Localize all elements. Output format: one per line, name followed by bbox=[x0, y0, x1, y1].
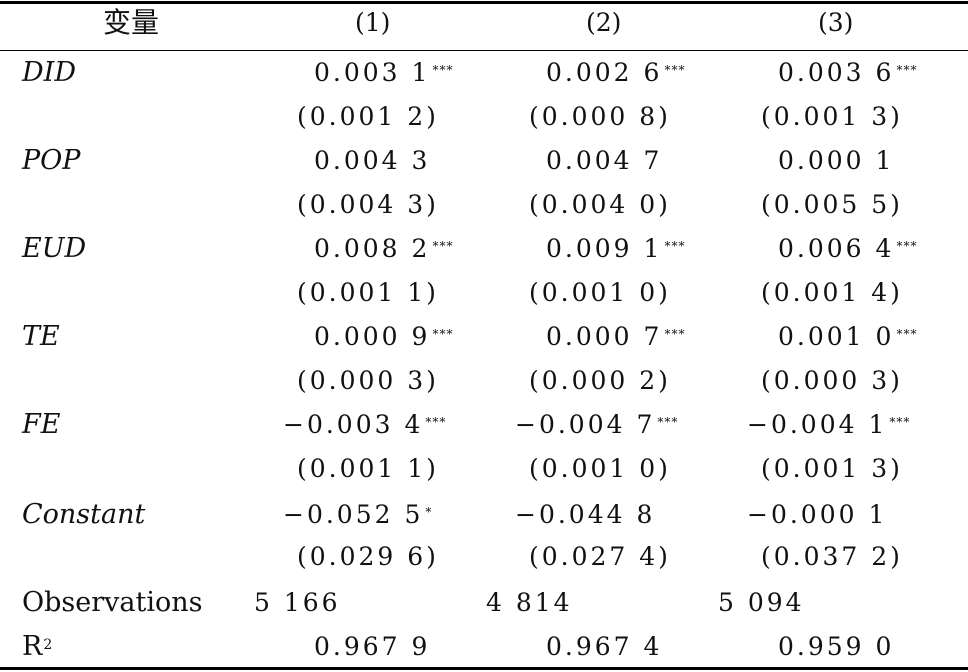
stars-fe-2: *** bbox=[657, 415, 679, 429]
stars-eud-2: *** bbox=[664, 239, 686, 253]
se-pop-2: (0.004 0) bbox=[529, 190, 671, 219]
se-fe-3: (0.001 3) bbox=[761, 454, 903, 483]
coef-fe-1: −0.003 4 *** bbox=[283, 410, 447, 439]
table-bottom-rule bbox=[0, 667, 968, 670]
header-col2: (2) bbox=[586, 8, 622, 37]
se-pop-3: (0.005 5) bbox=[761, 190, 903, 219]
se-te-3: (0.000 3) bbox=[761, 366, 903, 395]
stars-te-2: *** bbox=[664, 327, 686, 341]
se-te-2: (0.000 2) bbox=[529, 366, 671, 395]
r2-superscript: 2 bbox=[43, 637, 53, 653]
coef-pop-2: 0.004 7 bbox=[546, 146, 663, 175]
stars-eud-3: *** bbox=[896, 239, 918, 253]
se-te-1: (0.000 3) bbox=[297, 366, 439, 395]
coef-did-2: 0.002 6 *** bbox=[546, 58, 686, 87]
se-constant-2: (0.027 4) bbox=[529, 542, 671, 571]
row-label-pop: POP bbox=[22, 145, 81, 176]
stars-did-2: *** bbox=[664, 63, 686, 77]
header-col1: (1) bbox=[355, 8, 391, 37]
table-top-rule bbox=[0, 1, 968, 4]
coef-eud-3: 0.006 4 *** bbox=[778, 234, 918, 263]
observations-3: 5 094 bbox=[718, 588, 805, 617]
row-label-r2: R2 bbox=[22, 631, 53, 662]
stars-did-3: *** bbox=[896, 63, 918, 77]
coef-te-1: 0.000 9 *** bbox=[314, 322, 454, 351]
row-label-observations: Observations bbox=[22, 587, 203, 618]
stars-eud-1: *** bbox=[432, 239, 454, 253]
se-eud-1: (0.001 1) bbox=[297, 278, 439, 307]
header-col3: (3) bbox=[818, 8, 854, 37]
row-label-fe: FE bbox=[22, 409, 61, 440]
r2-2: 0.967 4 bbox=[546, 632, 663, 661]
coef-eud-2: 0.009 1 *** bbox=[546, 234, 686, 263]
coef-fe-3: −0.004 1 *** bbox=[747, 410, 911, 439]
observations-1: 5 166 bbox=[254, 588, 341, 617]
coef-te-2: 0.000 7 *** bbox=[546, 322, 686, 351]
se-constant-1: (0.029 6) bbox=[297, 542, 439, 571]
se-did-2: (0.000 8) bbox=[529, 102, 671, 131]
coef-did-1: 0.003 1 *** bbox=[314, 58, 454, 87]
r2-1: 0.967 9 bbox=[314, 632, 431, 661]
se-did-1: (0.001 2) bbox=[297, 102, 439, 131]
observations-2: 4 814 bbox=[486, 588, 573, 617]
stars-fe-1: *** bbox=[425, 415, 447, 429]
se-constant-3: (0.037 2) bbox=[761, 542, 903, 571]
r2-3: 0.959 0 bbox=[778, 632, 895, 661]
row-label-did: DID bbox=[22, 57, 76, 88]
se-did-3: (0.001 3) bbox=[761, 102, 903, 131]
coef-constant-2: −0.044 8 bbox=[515, 500, 656, 529]
se-fe-2: (0.001 0) bbox=[529, 454, 671, 483]
table-header-rule bbox=[0, 50, 968, 51]
se-fe-1: (0.001 1) bbox=[297, 454, 439, 483]
coef-te-3: 0.001 0 *** bbox=[778, 322, 918, 351]
coef-did-3: 0.003 6 *** bbox=[778, 58, 918, 87]
se-eud-2: (0.001 0) bbox=[529, 278, 671, 307]
stars-did-1: *** bbox=[432, 63, 454, 77]
coef-pop-3: 0.000 1 bbox=[778, 146, 895, 175]
coef-constant-3: −0.000 1 bbox=[747, 500, 888, 529]
row-label-eud: EUD bbox=[22, 233, 87, 264]
stars-te-1: *** bbox=[432, 327, 454, 341]
coef-eud-1: 0.008 2 *** bbox=[314, 234, 454, 263]
se-pop-1: (0.004 3) bbox=[297, 190, 439, 219]
row-label-constant: Constant bbox=[22, 499, 146, 530]
stars-fe-3: *** bbox=[889, 415, 911, 429]
header-variable: 变量 bbox=[103, 6, 160, 39]
coef-pop-1: 0.004 3 bbox=[314, 146, 431, 175]
stars-te-3: *** bbox=[896, 327, 918, 341]
coef-constant-1: −0.052 5 * bbox=[283, 500, 433, 529]
stars-constant-1: * bbox=[425, 505, 433, 519]
se-eud-3: (0.001 4) bbox=[761, 278, 903, 307]
coef-fe-2: −0.004 7 *** bbox=[515, 410, 679, 439]
row-label-te: TE bbox=[22, 321, 60, 352]
